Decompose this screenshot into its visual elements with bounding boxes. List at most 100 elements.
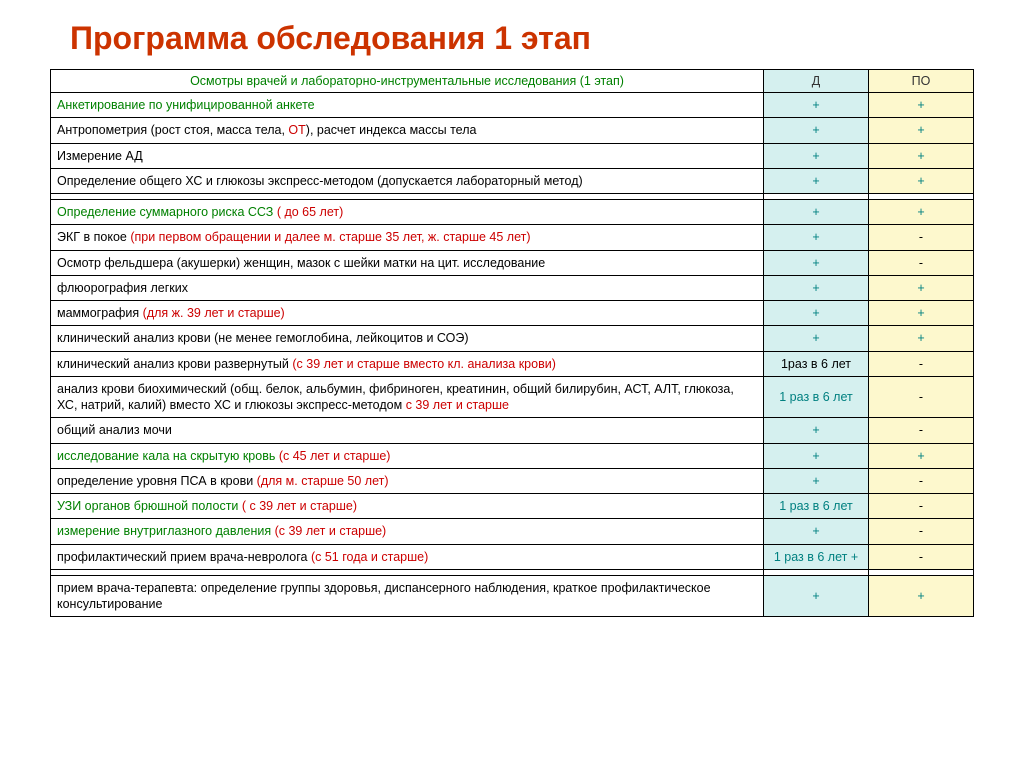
row-po-value: + <box>869 443 974 468</box>
text-segment: профилактический прием врача-невролога <box>57 550 311 564</box>
table-row: Антропометрия (рост стоя, масса тела, ОТ… <box>51 118 974 143</box>
text-segment: анализ крови биохимический (общ. белок, … <box>57 382 734 412</box>
text-segment: (при первом обращении и далее м. старше … <box>130 230 530 244</box>
row-description: исследование кала на скрытую кровь (с 45… <box>51 443 764 468</box>
text-segment: (для ж. 39 лет и старше) <box>143 306 285 320</box>
row-description: измерение внутриглазного давления (с 39 … <box>51 519 764 544</box>
row-d-value: + <box>764 519 869 544</box>
text-segment: УЗИ органов брюшной полости <box>57 499 242 513</box>
row-po-value: - <box>869 468 974 493</box>
table-row: клинический анализ крови развернутый (с … <box>51 351 974 376</box>
table-row: определение уровня ПСА в крови (для м. с… <box>51 468 974 493</box>
text-segment: Антропометрия (рост стоя, масса тела, <box>57 123 288 137</box>
row-d-value: + <box>764 118 869 143</box>
row-po-value: - <box>869 519 974 544</box>
row-description: флюорография легких <box>51 275 764 300</box>
row-d-value: + <box>764 301 869 326</box>
row-description: определение уровня ПСА в крови (для м. с… <box>51 468 764 493</box>
text-segment: (для м. старше 50 лет) <box>257 474 389 488</box>
row-po-value: + <box>869 143 974 168</box>
row-po-value: - <box>869 376 974 418</box>
row-po-value: - <box>869 544 974 569</box>
row-po-value: - <box>869 494 974 519</box>
text-segment: клинический анализ крови развернутый <box>57 357 292 371</box>
row-po-value: - <box>869 225 974 250</box>
examination-table: Осмотры врачей и лабораторно-инструмента… <box>50 69 974 617</box>
row-d-value: + <box>764 250 869 275</box>
row-po-value: + <box>869 275 974 300</box>
table-row: Определение общего ХС и глюкозы экспресс… <box>51 168 974 193</box>
row-po-value: + <box>869 200 974 225</box>
row-po-value: + <box>869 301 974 326</box>
row-d-value: + <box>764 468 869 493</box>
text-segment: измерение внутриглазного давления <box>57 524 275 538</box>
text-segment: определение уровня ПСА в крови <box>57 474 257 488</box>
page-title: Программа обследования 1 этап <box>70 20 974 57</box>
row-description: общий анализ мочи <box>51 418 764 443</box>
text-segment: ( до 65 лет) <box>277 205 343 219</box>
row-po-value: + <box>869 168 974 193</box>
row-d-value: 1 раз в 6 лет <box>764 494 869 519</box>
table-row: клинический анализ крови (не менее гемог… <box>51 326 974 351</box>
text-segment: флюорография легких <box>57 281 188 295</box>
row-description: Анкетирование по унифицированной анкете <box>51 93 764 118</box>
table-header-row: Осмотры врачей и лабораторно-инструмента… <box>51 70 974 93</box>
table-row: измерение внутриглазного давления (с 39 … <box>51 519 974 544</box>
text-segment: ЭКГ в покое <box>57 230 130 244</box>
text-segment: (с 45 лет и старше) <box>279 449 391 463</box>
table-row: УЗИ органов брюшной полости ( с 39 лет и… <box>51 494 974 519</box>
table-row: Анкетирование по унифицированной анкете +… <box>51 93 974 118</box>
table-row: анализ крови биохимический (общ. белок, … <box>51 376 974 418</box>
text-segment: (с 51 года и старше) <box>311 550 428 564</box>
text-segment: общий анализ мочи <box>57 423 172 437</box>
row-description: анализ крови биохимический (общ. белок, … <box>51 376 764 418</box>
table-row: исследование кала на скрытую кровь (с 45… <box>51 443 974 468</box>
text-segment: (с 39 лет и старше вместо кл. анализа кр… <box>292 357 556 371</box>
row-d-value: + <box>764 143 869 168</box>
text-segment: (с 39 лет и старше) <box>275 524 387 538</box>
row-po-value: + <box>869 93 974 118</box>
text-segment: с 39 лет и старше <box>406 398 509 412</box>
row-description: маммография (для ж. 39 лет и старше) <box>51 301 764 326</box>
table-row: профилактический прием врача-невролога (… <box>51 544 974 569</box>
row-description: Определение общего ХС и глюкозы экспресс… <box>51 168 764 193</box>
row-description: Определение суммарного риска ССЗ ( до 65… <box>51 200 764 225</box>
row-d-value: + <box>764 200 869 225</box>
text-segment: маммография <box>57 306 143 320</box>
table-row: флюорография легких ++ <box>51 275 974 300</box>
text-segment: ОТ <box>288 123 305 137</box>
row-description: клинический анализ крови (не менее гемог… <box>51 326 764 351</box>
row-d-value: + <box>764 418 869 443</box>
text-segment: клинический анализ крови (не менее гемог… <box>57 331 469 345</box>
row-d-value: + <box>764 225 869 250</box>
table-row: Осмотр фельдшера (акушерки) женщин, мазо… <box>51 250 974 275</box>
text-segment: исследование кала на скрытую кровь <box>57 449 279 463</box>
table-row: ЭКГ в покое (при первом обращении и дале… <box>51 225 974 250</box>
row-d-value: + <box>764 93 869 118</box>
header-po: ПО <box>869 70 974 93</box>
row-description: профилактический прием врача-невролога (… <box>51 544 764 569</box>
table-row: маммография (для ж. 39 лет и старше)++ <box>51 301 974 326</box>
row-d-value: + <box>764 168 869 193</box>
row-description: Антропометрия (рост стоя, масса тела, ОТ… <box>51 118 764 143</box>
row-d-value: 1раз в 6 лет <box>764 351 869 376</box>
text-segment: Измерение АД <box>57 149 143 163</box>
row-description: ЭКГ в покое (при первом обращении и дале… <box>51 225 764 250</box>
row-d-value: 1 раз в 6 лет <box>764 376 869 418</box>
row-d-value: + <box>764 275 869 300</box>
text-segment: прием врача-терапевта: определение групп… <box>57 581 711 611</box>
row-d-value: + <box>764 326 869 351</box>
table-row: общий анализ мочи+- <box>51 418 974 443</box>
text-segment: ( с 39 лет и старше) <box>242 499 357 513</box>
text-segment: ), расчет индекса массы тела <box>306 123 477 137</box>
text-segment: Анкетирование по унифицированной анкете <box>57 98 315 112</box>
row-po-value: - <box>869 250 974 275</box>
row-description: Осмотр фельдшера (акушерки) женщин, мазо… <box>51 250 764 275</box>
text-segment: Осмотр фельдшера (акушерки) женщин, мазо… <box>57 256 545 270</box>
text-segment: Определение общего ХС и глюкозы экспресс… <box>57 174 583 188</box>
row-description: УЗИ органов брюшной полости ( с 39 лет и… <box>51 494 764 519</box>
row-description: прием врача-терапевта: определение групп… <box>51 575 764 617</box>
row-description: клинический анализ крови развернутый (с … <box>51 351 764 376</box>
row-d-value: + <box>764 443 869 468</box>
table-row: Измерение АД ++ <box>51 143 974 168</box>
